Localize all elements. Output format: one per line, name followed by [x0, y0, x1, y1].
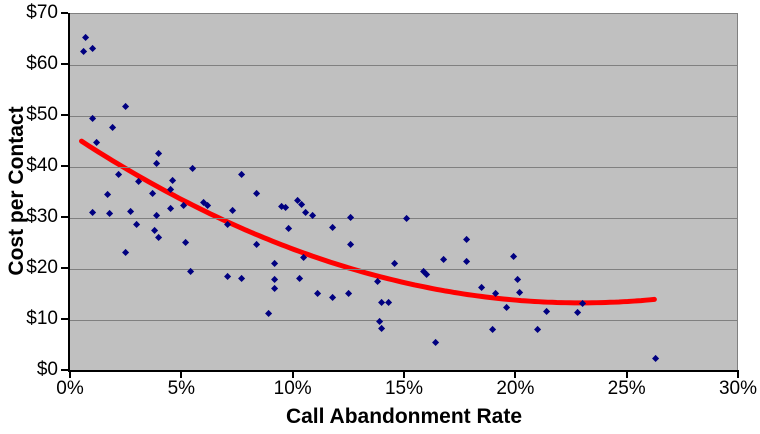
x-tick-label: 30% — [718, 378, 758, 399]
x-axis-tick — [514, 372, 517, 378]
x-tick-label: 25% — [607, 378, 646, 399]
y-axis-title: Cost per Contact — [5, 106, 28, 276]
x-tick-label: 20% — [496, 378, 535, 399]
trendline-curve — [79, 138, 657, 306]
y-tick-label: $30 — [26, 206, 58, 227]
trendline-path — [79, 138, 657, 306]
y-tick-label: $40 — [26, 155, 58, 176]
gridline-20 — [70, 269, 737, 270]
y-axis-tick — [61, 369, 68, 371]
y-axis-tick — [61, 63, 68, 65]
x-axis-tick — [291, 372, 294, 378]
y-tick-label: $20 — [26, 257, 58, 278]
gridline-60 — [70, 65, 737, 66]
x-axis-line — [68, 370, 739, 372]
x-axis-title: Call Abandonment Rate — [285, 405, 523, 428]
y-axis-tick — [61, 267, 68, 269]
y-axis-tick — [61, 318, 68, 320]
gridline-10 — [70, 320, 737, 321]
x-axis-tick — [403, 372, 405, 378]
x-axis-tick — [737, 372, 739, 378]
y-tick-label: $10 — [26, 308, 58, 329]
y-axis-line — [68, 13, 70, 372]
x-tick-label: 15% — [384, 378, 424, 399]
y-axis-tick — [61, 114, 68, 116]
x-axis-tick — [180, 372, 183, 378]
y-tick-label: $60 — [26, 53, 58, 74]
y-axis-tick — [61, 216, 68, 218]
y-tick-label: $70 — [26, 2, 58, 23]
x-axis-tick — [69, 372, 71, 378]
y-axis-tick — [61, 12, 68, 14]
gridline-40 — [70, 167, 737, 168]
x-tick-label: 0% — [56, 378, 84, 399]
x-tick-label: 10% — [273, 378, 312, 399]
y-tick-label: $0 — [36, 359, 58, 380]
gridline-50 — [70, 116, 737, 117]
y-axis-tick — [61, 165, 68, 167]
x-axis-tick — [625, 372, 628, 378]
y-tick-label: $50 — [26, 104, 58, 125]
x-tick-label: 5% — [167, 378, 196, 399]
plot-area — [70, 13, 738, 370]
